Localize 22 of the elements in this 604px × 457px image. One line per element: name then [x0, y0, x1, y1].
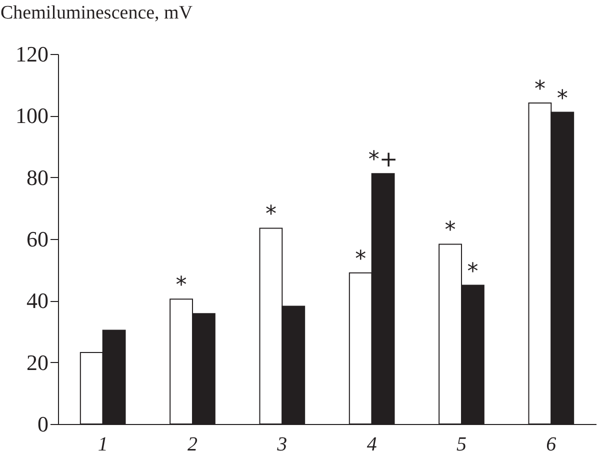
y-tick-label: 80 [26, 164, 48, 190]
annotation: *+ [368, 148, 398, 173]
y-tick-label: 0 [38, 412, 48, 436]
x-tick-label: 4 [366, 434, 377, 456]
annotation: * [534, 77, 546, 102]
annotation: * [556, 86, 568, 112]
annotation: * [176, 273, 187, 298]
annotation: * [444, 218, 456, 244]
x-tick-label: 3 [276, 434, 288, 456]
y-tick-label: 120 [16, 42, 48, 66]
y-tick-label: 40 [26, 288, 48, 314]
x-tick-label: 6 [546, 434, 556, 456]
annotation: * [355, 246, 366, 272]
annotation: * [265, 202, 276, 228]
x-tick-label: 5 [456, 434, 466, 456]
x-tick-label: 2 [188, 434, 198, 456]
y-axis-title: Chemiluminescence, mV [0, 2, 193, 24]
annotation: * [467, 259, 478, 284]
y-tick-label: 60 [26, 226, 48, 252]
x-tick-label: 1 [98, 434, 108, 456]
y-tick-label: 100 [16, 103, 48, 128]
y-tick-label: 20 [26, 350, 48, 375]
